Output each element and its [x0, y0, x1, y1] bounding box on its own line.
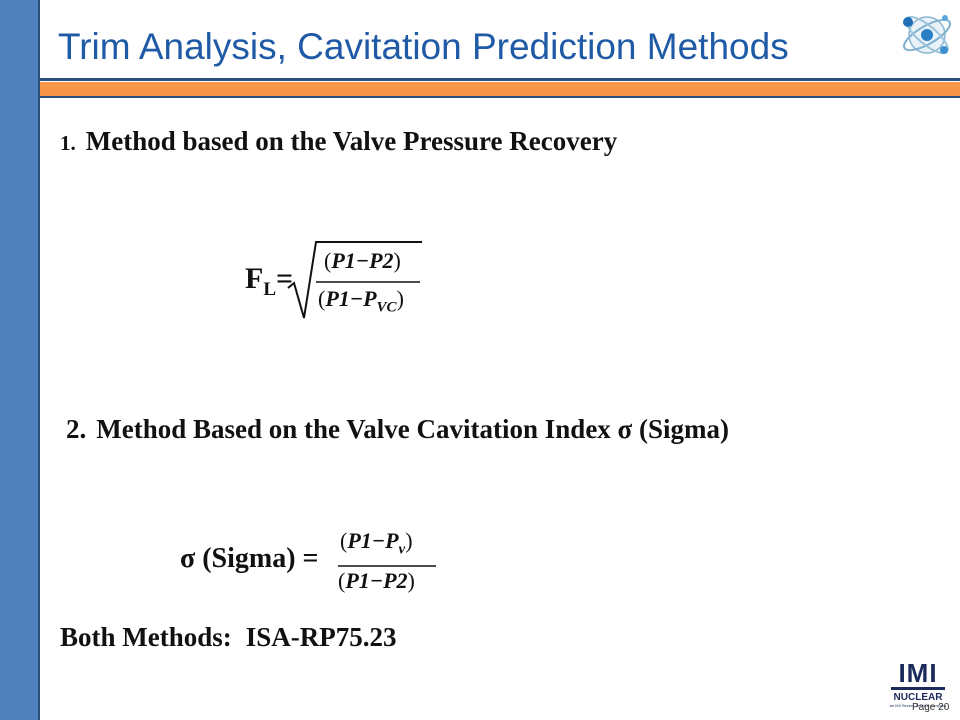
- page-number: Page 20: [912, 702, 950, 713]
- fl-lhs: FL=: [245, 262, 294, 300]
- fl-numerator: (P1−P2): [324, 248, 401, 273]
- method2-number: 2.: [66, 414, 87, 444]
- logo-divider: [891, 687, 945, 690]
- sigma-numerator: (P1−Pv): [340, 528, 413, 558]
- globe-icon: [903, 15, 951, 55]
- sigma-lhs: σ (Sigma) =: [180, 543, 319, 574]
- imi-nuclear-logo: IMI NUCLEAR an IMI Severe Service compan…: [878, 660, 958, 716]
- header-rule-top: [40, 78, 960, 81]
- fl-radical: [287, 241, 422, 319]
- slide-title: Trim Analysis, Cavitation Prediction Met…: [58, 26, 789, 67]
- logo-tagline: an IMI Severe Service company: [889, 703, 947, 708]
- sigma-fraction-bar: [338, 565, 436, 567]
- method2-heading: 2. Method Based on the Valve Cavitation I…: [66, 414, 729, 445]
- method1-heading-text: Method based on the Valve Pressure Recov…: [85, 126, 618, 156]
- both-methods-line: Both Methods: ISA-RP75.23: [60, 622, 397, 653]
- method1-number: 1.: [60, 131, 76, 155]
- logo-brand: IMI: [898, 658, 938, 688]
- left-accent-bar: [0, 0, 40, 720]
- sigma-denominator: (P1−P2): [338, 568, 415, 593]
- header-rule-bottom: [40, 96, 960, 98]
- method2-heading-text: Method Based on the Valve Cavitation Ind…: [96, 414, 729, 444]
- header-rule-orange: [40, 82, 960, 96]
- method1-heading: 1. Method based on the Valve Pressure Rec…: [60, 126, 617, 157]
- fl-denominator: (P1−PVC): [318, 286, 404, 316]
- standard-reference: ISA-RP75.23: [245, 622, 397, 652]
- both-methods-label: Both Methods:: [60, 622, 232, 652]
- logo-division: NUCLEAR: [893, 692, 943, 703]
